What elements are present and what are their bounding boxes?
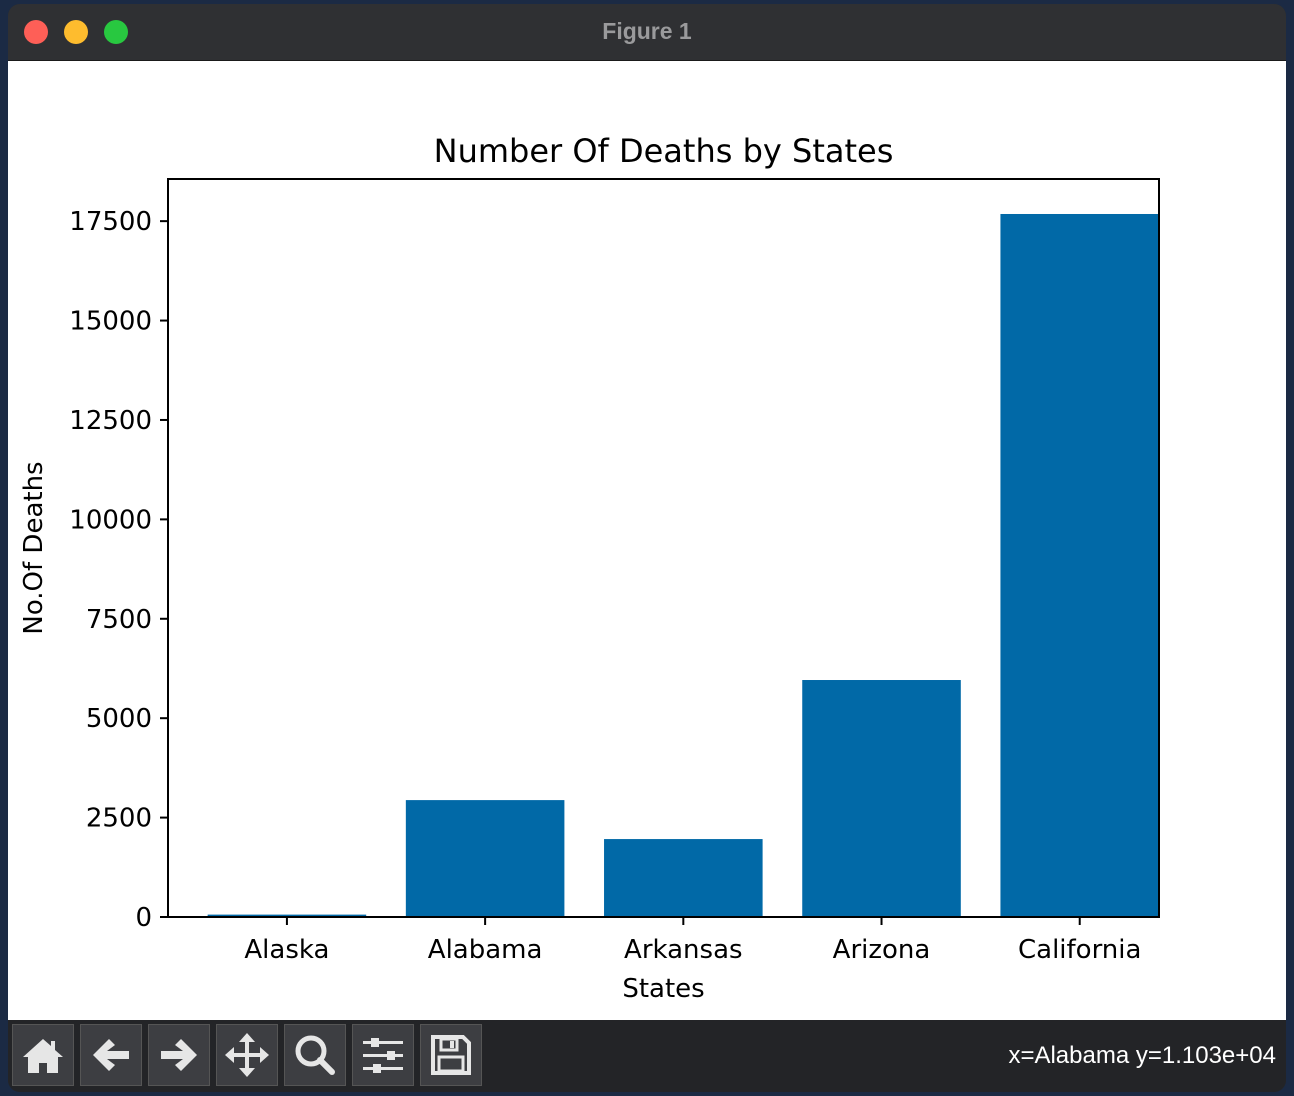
bar-alaska	[207, 914, 367, 917]
window-title: Figure 1	[602, 18, 692, 44]
x-tick-label: California	[1018, 935, 1141, 965]
y-tick-label: 2500	[86, 804, 152, 834]
plot-frame	[167, 178, 1160, 918]
bar-alabama	[405, 800, 565, 917]
bar-chart: Alaska Alabama Arkansas Arizona California 0 2…	[19, 132, 1160, 1004]
y-tick-label: 0	[135, 903, 152, 933]
x-tick-label: Arkansas	[624, 935, 743, 965]
pan-button[interactable]	[216, 1024, 278, 1086]
back-button[interactable]	[80, 1024, 142, 1086]
y-axis-label: No.Of Deaths	[19, 461, 49, 634]
forward-arrow-icon	[161, 1039, 197, 1071]
chart-title: Number Of Deaths by States	[434, 132, 894, 170]
x-tick-label: Alabama	[428, 935, 543, 965]
bar-arkansas	[604, 839, 763, 917]
x-tick-label: Alaska	[244, 935, 329, 965]
y-tick-label: 15000	[69, 307, 152, 337]
back-arrow-icon	[93, 1039, 129, 1071]
toolbar: x=Alabama y=1.103e+04	[8, 1020, 1286, 1092]
save-icon	[431, 1035, 471, 1075]
home-icon	[23, 1039, 63, 1073]
zoom-button[interactable]	[284, 1024, 346, 1086]
y-tick-label: 5000	[86, 704, 152, 734]
zoom-icon	[295, 1035, 335, 1075]
forward-button[interactable]	[148, 1024, 210, 1086]
home-button[interactable]	[12, 1024, 74, 1086]
title-bar: Figure 1	[8, 4, 1286, 61]
minimize-button[interactable]	[64, 20, 88, 44]
configure-subplots-icon	[363, 1038, 403, 1073]
figure-window: Figure 1 Alaska Alabama Arkansas Arizona Cal…	[8, 4, 1286, 1092]
save-button[interactable]	[420, 1024, 482, 1086]
cursor-status: x=Alabama y=1.103e+04	[1008, 1042, 1276, 1069]
y-tick-label: 7500	[86, 605, 152, 635]
close-button[interactable]	[24, 20, 48, 44]
y-tick-label: 10000	[69, 505, 152, 535]
pan-icon	[225, 1033, 269, 1077]
x-tick-label: Arizona	[833, 935, 931, 965]
y-tick-label: 17500	[69, 207, 152, 237]
y-tick-label: 12500	[69, 406, 152, 436]
figure-canvas: Alaska Alabama Arkansas Arizona California 0 2…	[8, 61, 1286, 1020]
bar-arizona	[802, 680, 961, 917]
configure-subplots-button[interactable]	[352, 1024, 414, 1086]
bar-california	[1000, 213, 1159, 917]
x-axis-label: States	[622, 974, 704, 1004]
maximize-button[interactable]	[104, 20, 128, 44]
